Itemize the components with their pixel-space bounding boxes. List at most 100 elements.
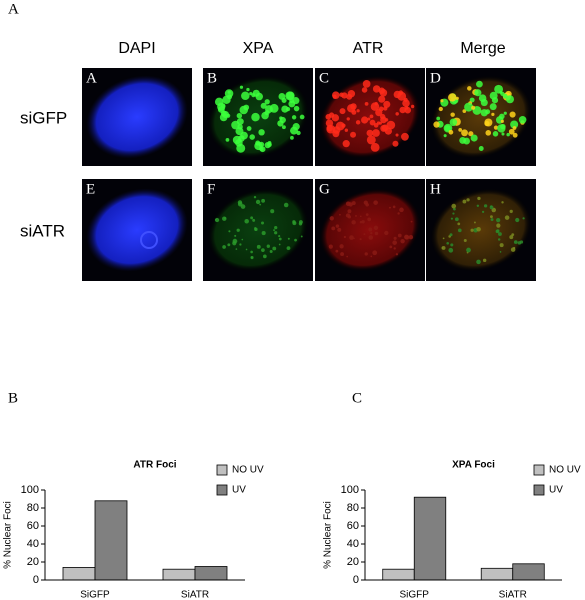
focus-dot [392, 240, 397, 245]
focus-dot [359, 238, 362, 241]
focus-dot [453, 207, 456, 211]
bar [512, 563, 545, 581]
focus-dot [388, 206, 391, 209]
focus-dot [228, 230, 231, 233]
nucleus [86, 75, 188, 159]
focus-dot [269, 103, 279, 113]
focus-dot [499, 243, 504, 248]
focus-dot [449, 233, 453, 237]
x-tick-label: SiGFP [400, 590, 430, 600]
focus-dot [468, 131, 474, 137]
focus-dot [450, 217, 454, 220]
focus-dot [261, 248, 265, 252]
focus-dot [450, 243, 454, 247]
focus-dot [383, 106, 388, 111]
focus-dot [272, 246, 277, 251]
nucleolus [140, 231, 158, 249]
focus-dot [240, 131, 248, 140]
focus-dot [462, 199, 467, 204]
focus-dot [281, 105, 289, 113]
focus-dot [517, 241, 522, 245]
focus-dot [234, 234, 237, 237]
focus-dot [328, 112, 335, 118]
focus-dot [449, 118, 458, 127]
focus-dot [454, 217, 459, 222]
row-label: siGFP [20, 108, 67, 127]
focus-dot [442, 237, 445, 240]
focus-dot [372, 85, 381, 93]
focus-dot [376, 121, 381, 125]
focus-dot [331, 226, 336, 231]
focus-dot [362, 80, 371, 88]
focus-dot [369, 114, 374, 119]
focus-dot [220, 110, 227, 117]
focus-dot [365, 213, 369, 217]
focus-dot [374, 102, 378, 106]
focus-dot [222, 95, 231, 105]
image-label: A [86, 70, 97, 86]
focus-dot [492, 131, 499, 137]
focus-dot [270, 209, 275, 214]
image-label: D [430, 70, 441, 86]
focus-dot [259, 203, 262, 206]
y-tick-label: 40 [347, 538, 359, 550]
image-label: H [430, 181, 441, 197]
focus-dot [403, 97, 408, 102]
focus-dot [478, 94, 487, 102]
focus-dot [293, 105, 300, 112]
focus-dot [236, 118, 244, 126]
focus-dot [408, 234, 414, 240]
focus-dot [335, 121, 345, 131]
focus-dot [501, 132, 505, 136]
focus-dot [375, 109, 383, 117]
focus-dot [443, 134, 447, 138]
focus-dot [455, 96, 459, 100]
focus-dot [236, 143, 246, 153]
focus-dot [478, 146, 484, 151]
focus-dot [499, 90, 503, 94]
focus-dot [279, 116, 286, 124]
x-tick-label: SiATR [181, 590, 209, 600]
focus-dot [267, 142, 272, 148]
column-header: ATR [353, 40, 384, 57]
focus-dot [466, 247, 471, 253]
focus-dot [366, 135, 376, 145]
focus-dot [278, 237, 282, 241]
x-tick-label: SiGFP [80, 590, 110, 600]
micrograph: G [315, 179, 425, 281]
chart-title: ATR Foci [133, 460, 176, 471]
focus-dot [273, 229, 276, 232]
focus-dot [463, 239, 467, 242]
focus-dot [373, 200, 378, 205]
focus-dot [499, 251, 502, 253]
focus-dot [237, 124, 243, 130]
focus-dot [342, 140, 350, 148]
focus-dot [344, 128, 349, 132]
focus-dot [250, 216, 254, 220]
focus-dot [351, 201, 356, 206]
focus-dot [450, 112, 455, 117]
focus-dot [474, 89, 482, 97]
focus-dot [363, 200, 368, 205]
focus-dot [251, 93, 256, 98]
focus-dot [491, 97, 499, 104]
focus-dot [393, 236, 397, 240]
focus-dot [477, 196, 481, 201]
focus-dot [370, 231, 373, 235]
focus-dot [283, 202, 289, 208]
focus-dot [522, 217, 525, 220]
legend-swatch [216, 484, 228, 496]
focus-dot [364, 101, 369, 106]
focus-dot [258, 129, 265, 136]
focus-dot [215, 218, 217, 221]
y-tick-label: 0 [33, 574, 39, 586]
image-label: B [207, 70, 217, 86]
focus-dot [351, 109, 357, 115]
focus-dot [339, 244, 344, 249]
focus-dot [404, 234, 409, 240]
focus-dot [287, 237, 290, 240]
focus-dot [249, 134, 255, 140]
focus-dot [341, 123, 346, 128]
y-tick-label: 60 [347, 520, 359, 532]
